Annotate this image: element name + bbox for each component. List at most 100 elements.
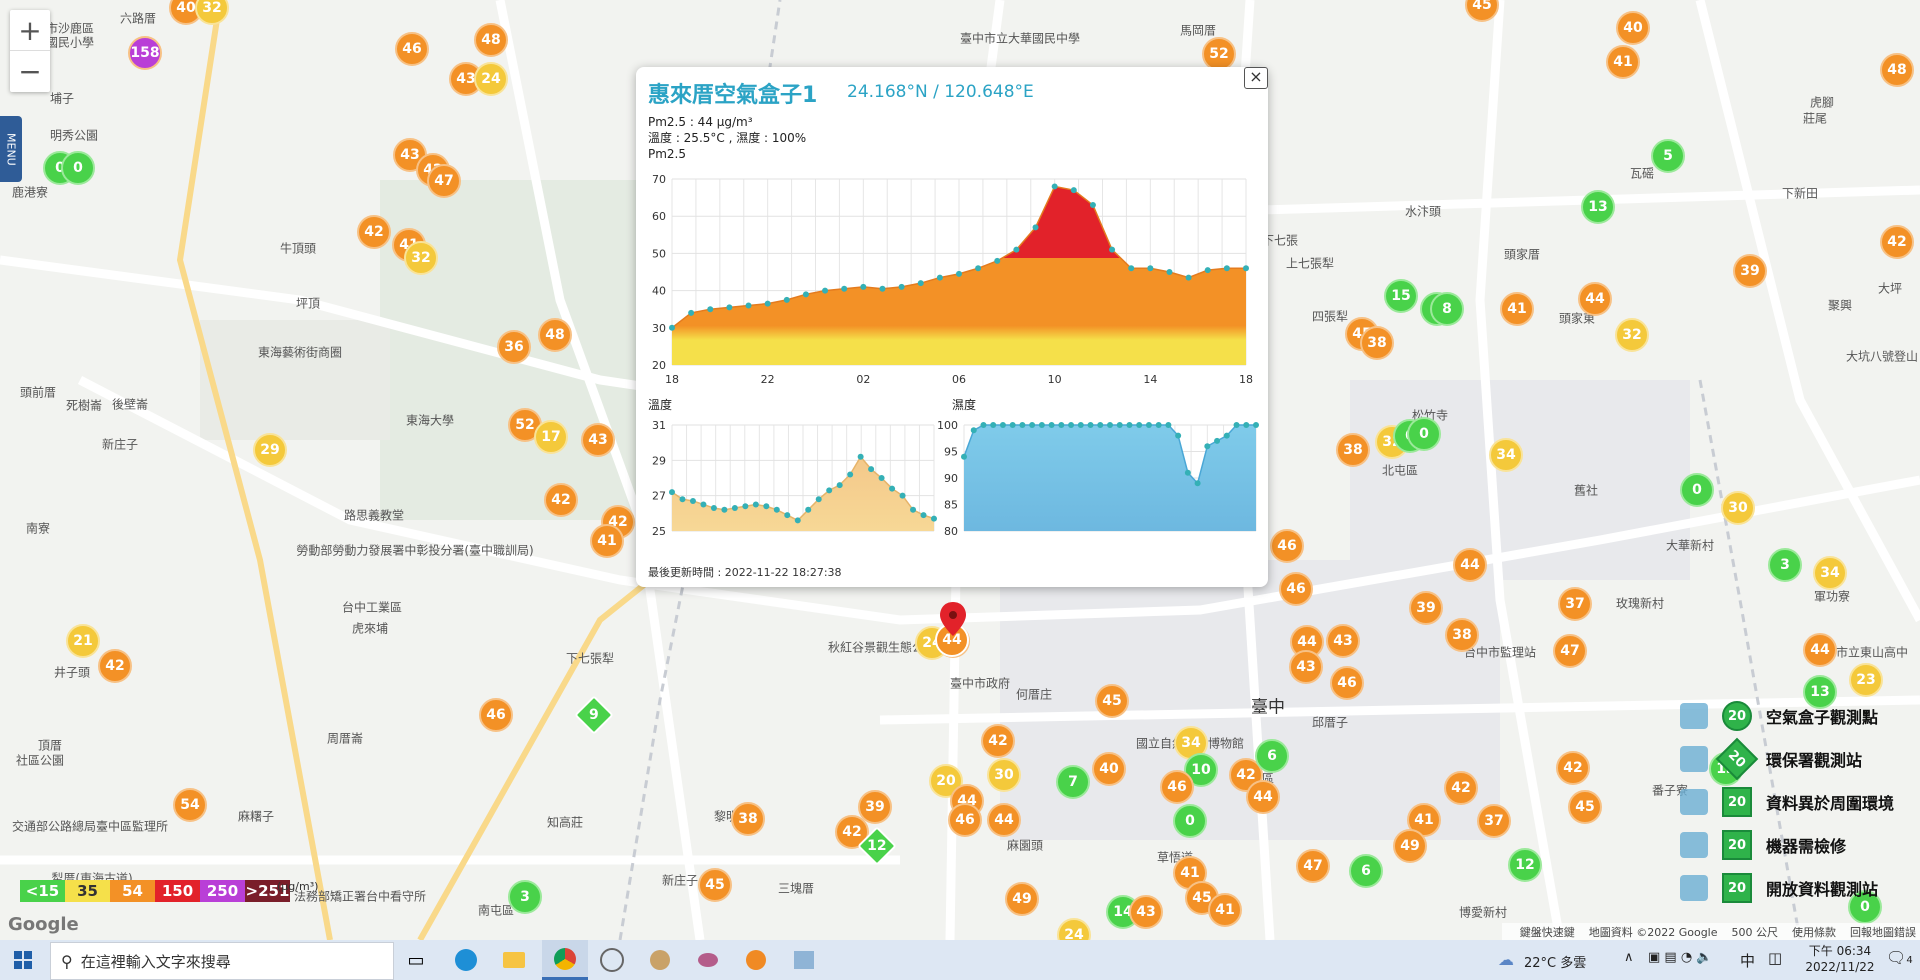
station-marker[interactable]: 52 bbox=[1202, 37, 1236, 71]
ime-indicator[interactable]: 中 bbox=[1740, 952, 1756, 970]
map-canvas[interactable]: 六路厝 市沙鹿區 國民小學 埔子 明秀公園 鹿港寮 牛頂頭 坪頂 東海藝術街商圈 頭前厝 死樹崙 後壁… bbox=[0, 0, 1920, 940]
zoom-in-button[interactable]: + bbox=[10, 10, 50, 51]
station-marker[interactable]: 158 bbox=[128, 36, 162, 70]
station-marker[interactable]: 42 bbox=[357, 215, 391, 249]
station-marker[interactable]: 32 bbox=[1615, 318, 1649, 352]
clock[interactable]: 下午 06:34 2022/11/22 bbox=[1800, 943, 1880, 975]
tray-chevron-icon[interactable]: ∧ bbox=[1624, 950, 1634, 965]
station-marker[interactable]: 0 bbox=[1680, 473, 1714, 507]
app-icon-4[interactable] bbox=[784, 940, 824, 980]
station-marker[interactable]: 6 bbox=[1255, 739, 1289, 773]
station-marker[interactable]: 42 bbox=[1444, 771, 1478, 805]
selected-pin-icon[interactable] bbox=[940, 602, 966, 642]
station-marker[interactable]: 12 bbox=[1508, 848, 1542, 882]
station-marker[interactable]: 41 bbox=[1500, 292, 1534, 326]
station-marker[interactable]: 54 bbox=[173, 788, 207, 822]
attribution-link[interactable]: 使用條款 bbox=[1792, 926, 1836, 939]
blender-icon[interactable] bbox=[736, 940, 776, 980]
station-marker[interactable]: 47 bbox=[427, 164, 461, 198]
edge-icon[interactable] bbox=[446, 940, 486, 980]
station-marker[interactable]: 42 bbox=[1556, 751, 1590, 785]
station-marker[interactable]: 37 bbox=[1558, 587, 1592, 621]
station-marker[interactable]: 43 bbox=[581, 423, 615, 457]
selected-station-marker[interactable]: 44 bbox=[935, 623, 969, 657]
station-marker[interactable]: 48 bbox=[538, 318, 572, 352]
station-marker[interactable]: 47 bbox=[1296, 849, 1330, 883]
station-marker[interactable]: 38 bbox=[731, 802, 765, 836]
notification-icon[interactable]: 🗨4 bbox=[1886, 948, 1913, 967]
station-marker[interactable]: 30 bbox=[1721, 491, 1755, 525]
station-marker[interactable]: 41 bbox=[1407, 803, 1441, 837]
attribution-link[interactable]: 鍵盤快速鍵 bbox=[1519, 926, 1575, 939]
station-marker[interactable]: 32 bbox=[195, 0, 229, 25]
station-marker[interactable]: 46 bbox=[1160, 770, 1194, 804]
station-marker[interactable]: 17 bbox=[534, 420, 568, 454]
station-marker[interactable]: 46 bbox=[479, 698, 513, 732]
station-marker[interactable]: 0 bbox=[1848, 890, 1882, 924]
station-marker[interactable]: 40 bbox=[1616, 11, 1650, 45]
station-marker[interactable]: 44 bbox=[1453, 548, 1487, 582]
station-marker[interactable]: 46 bbox=[1330, 666, 1364, 700]
station-marker[interactable]: 8 bbox=[1430, 292, 1464, 326]
station-marker[interactable]: 24 bbox=[474, 62, 508, 96]
zoom-out-button[interactable]: − bbox=[18, 54, 42, 88]
ime-mode-icon[interactable]: ◫ bbox=[1768, 949, 1783, 967]
station-marker[interactable]: 13 bbox=[1581, 190, 1615, 224]
file-explorer-icon[interactable] bbox=[494, 940, 534, 980]
station-marker[interactable]: 3 bbox=[1768, 548, 1802, 582]
station-marker[interactable]: 49 bbox=[1005, 882, 1039, 916]
station-marker[interactable]: 39 bbox=[1733, 254, 1767, 288]
station-marker[interactable]: 43 bbox=[1289, 650, 1323, 684]
weather-text[interactable]: 22°C 多雲 bbox=[1524, 956, 1587, 971]
station-marker[interactable]: 37 bbox=[1477, 804, 1511, 838]
station-marker[interactable]: 15 bbox=[1384, 279, 1418, 313]
popup-close-button[interactable]: × bbox=[1244, 67, 1268, 89]
station-marker[interactable]: 38 bbox=[1445, 618, 1479, 652]
station-marker[interactable]: 42 bbox=[981, 724, 1015, 758]
station-marker[interactable]: 44 bbox=[987, 803, 1021, 837]
station-marker[interactable]: 41 bbox=[590, 524, 624, 558]
station-marker[interactable]: 13 bbox=[1803, 675, 1837, 709]
station-marker[interactable]: 0 bbox=[1173, 804, 1207, 838]
station-marker[interactable]: 46 bbox=[1279, 572, 1313, 606]
start-button[interactable] bbox=[0, 940, 46, 980]
station-marker[interactable]: 36 bbox=[497, 330, 531, 364]
attribution-link[interactable]: 回報地圖錯誤 bbox=[1850, 926, 1916, 939]
station-marker[interactable]: 43 bbox=[449, 62, 483, 96]
station-marker[interactable]: 43 bbox=[1129, 895, 1163, 929]
station-marker[interactable]: 41 bbox=[1606, 45, 1640, 79]
station-marker[interactable]: 39 bbox=[858, 790, 892, 824]
station-marker[interactable]: 0 bbox=[1407, 417, 1441, 451]
station-marker[interactable]: 46 bbox=[1270, 529, 1304, 563]
station-marker[interactable]: 23 bbox=[1849, 663, 1883, 697]
app-icon-1[interactable] bbox=[592, 940, 632, 980]
chrome-icon[interactable] bbox=[542, 940, 588, 980]
station-marker[interactable]: 24 bbox=[1057, 918, 1091, 940]
station-marker[interactable]: 41 bbox=[1208, 893, 1242, 927]
menu-tab[interactable]: MENU bbox=[0, 116, 22, 182]
station-marker[interactable]: 30 bbox=[987, 758, 1021, 792]
station-marker[interactable]: 0 bbox=[61, 151, 95, 185]
station-marker[interactable]: 21 bbox=[66, 624, 100, 658]
station-marker[interactable]: 48 bbox=[474, 23, 508, 57]
station-marker[interactable]: 7 bbox=[1056, 765, 1090, 799]
attribution-link[interactable]: 地圖資料 ©2022 Google bbox=[1588, 926, 1718, 939]
station-marker[interactable]: 3 bbox=[508, 880, 542, 914]
station-marker[interactable]: 48 bbox=[1880, 53, 1914, 87]
station-marker[interactable]: 34 bbox=[1813, 556, 1847, 590]
station-marker[interactable]: 40 bbox=[1092, 752, 1126, 786]
station-marker[interactable]: 42 bbox=[1880, 225, 1914, 259]
station-marker[interactable]: 6 bbox=[1349, 854, 1383, 888]
station-marker[interactable]: 44 bbox=[1578, 282, 1612, 316]
station-marker[interactable]: 38 bbox=[1336, 433, 1370, 467]
station-marker[interactable]: 39 bbox=[1409, 591, 1443, 625]
station-marker[interactable]: 46 bbox=[948, 803, 982, 837]
station-marker[interactable]: 45 bbox=[1568, 790, 1602, 824]
app-icon-3[interactable] bbox=[688, 940, 728, 980]
station-marker[interactable]: 45 bbox=[1095, 684, 1129, 718]
station-marker[interactable]: 45 bbox=[698, 868, 732, 902]
taskbar-search-box[interactable]: ⚲ 在這裡輸入文字來搜尋 bbox=[50, 942, 394, 980]
station-marker[interactable]: 49 bbox=[1393, 829, 1427, 863]
station-marker[interactable]: 44 bbox=[1803, 633, 1837, 667]
station-marker[interactable]: 47 bbox=[1553, 634, 1587, 668]
